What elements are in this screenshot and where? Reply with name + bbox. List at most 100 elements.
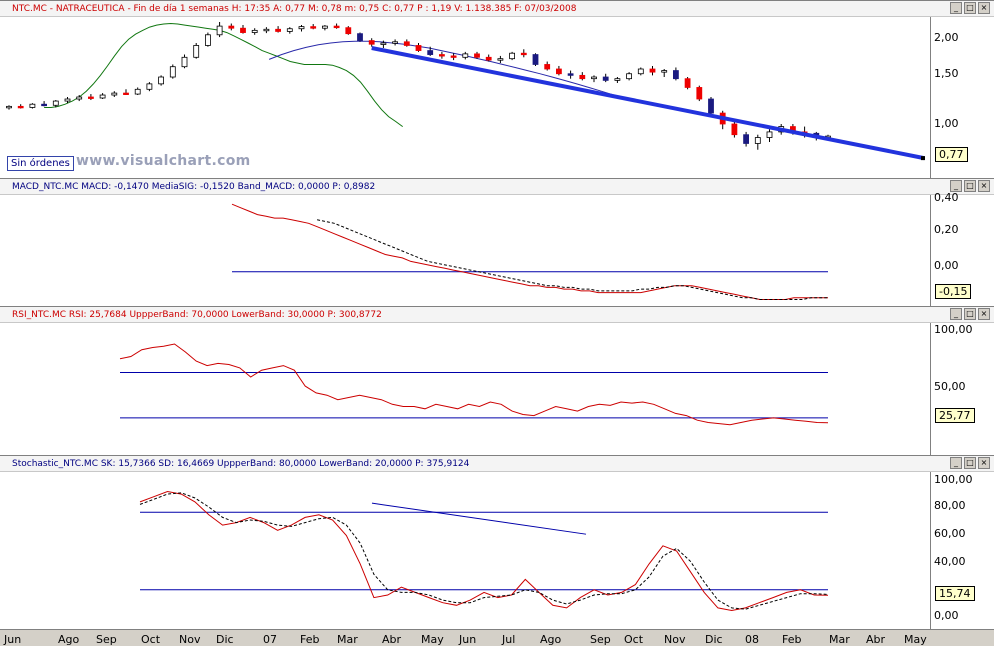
candle	[76, 96, 83, 100]
time-axis-label: Abr	[382, 633, 402, 646]
close-icon[interactable]: ×	[978, 457, 990, 469]
candle	[193, 45, 200, 58]
maximize-icon[interactable]: □	[964, 180, 976, 192]
time-axis-label: Sep	[590, 633, 611, 646]
maximize-icon[interactable]: □	[964, 308, 976, 320]
candle	[181, 56, 188, 68]
sin-ordenes-button[interactable]: Sin órdenes	[7, 156, 74, 171]
indicator-line	[119, 343, 829, 426]
candle	[380, 42, 387, 45]
candle	[673, 70, 679, 80]
candle	[684, 78, 691, 88]
stoch-tick-label: 60,00	[934, 527, 966, 540]
time-axis-label: May	[904, 633, 927, 646]
time-axis-label: Feb	[300, 633, 320, 646]
candle	[345, 27, 352, 35]
stoch-tick-label: 80,00	[934, 499, 966, 512]
rsi-tick-label: 100,00	[934, 323, 973, 336]
stoch-scale[interactable]	[930, 472, 994, 630]
macd-tick-label: 0,40	[934, 191, 959, 204]
minimize-icon[interactable]: _	[950, 2, 962, 14]
close-icon[interactable]: ×	[978, 180, 990, 192]
minimize-icon[interactable]: _	[950, 180, 962, 192]
price-panel-header[interactable]: NTC.MC - NATRACEUTICA - Fin de día 1 sem…	[0, 1, 994, 17]
macd-panel-title: MACD_NTC.MC MACD: -0,1470 MediaSIG: -0,1…	[12, 182, 376, 192]
time-axis-label: Jul	[502, 633, 516, 646]
candle	[29, 103, 36, 108]
stoch-last-value: 15,74	[935, 586, 975, 601]
time-axis-label: 07	[263, 633, 277, 646]
rsi-panel-header[interactable]: RSI_NTC.MC RSI: 25,7684 UppperBand: 70,0…	[0, 307, 994, 323]
candle	[708, 98, 714, 114]
time-axis-label: May	[421, 633, 444, 646]
time-axis-label: Ago	[540, 633, 562, 646]
candle	[544, 64, 551, 70]
drawn-line	[371, 502, 587, 535]
candle	[392, 41, 399, 44]
stoch-chart	[139, 490, 829, 612]
candle	[591, 76, 597, 80]
candle	[310, 26, 317, 29]
candle	[509, 52, 516, 60]
candle	[111, 92, 118, 96]
rsi-scale[interactable]	[930, 323, 994, 456]
close-icon[interactable]: ×	[978, 308, 990, 320]
maximize-icon[interactable]: □	[964, 457, 976, 469]
candle	[485, 56, 492, 61]
candle	[158, 76, 165, 85]
candle	[602, 76, 609, 81]
candle	[579, 74, 586, 80]
candle	[52, 100, 59, 106]
candle	[88, 96, 94, 99]
time-axis-label: Ago	[58, 633, 80, 646]
price-last-value: 0,77	[935, 147, 968, 162]
candle	[169, 66, 176, 78]
time-axis-label: Oct	[624, 633, 644, 646]
trendline	[371, 46, 925, 161]
minimize-icon[interactable]: _	[950, 308, 962, 320]
candle	[520, 52, 527, 56]
macd-tick-label: 0,20	[934, 223, 959, 236]
candle	[754, 137, 761, 144]
close-icon[interactable]: ×	[978, 2, 990, 14]
macd-tick-label: 0,00	[934, 259, 959, 272]
candle	[567, 73, 574, 76]
candle	[146, 83, 153, 90]
signal-line	[139, 492, 829, 610]
candle	[275, 28, 282, 32]
candle	[743, 134, 749, 144]
macd-panel-header[interactable]: MACD_NTC.MC MACD: -0,1470 MediaSIG: -0,1…	[0, 179, 994, 195]
candle	[216, 25, 223, 36]
stoch-panel-header[interactable]: Stochastic_NTC.MC SK: 15,7366 SD: 16,466…	[0, 456, 994, 472]
candle	[497, 58, 504, 61]
candle	[298, 26, 305, 30]
macd-panel: MACD_NTC.MC MACD: -0,1470 MediaSIG: -0,1…	[0, 178, 994, 307]
rsi-tick-label: 50,00	[934, 380, 966, 393]
time-axis-label: 08	[745, 633, 759, 646]
time-axis-label: Dic	[216, 633, 234, 646]
candle	[415, 45, 422, 51]
maximize-icon[interactable]: □	[964, 2, 976, 14]
time-axis[interactable]: Jun Ago Sep Oct Nov Dic 07 Feb Mar Abr May Jun Jul Ag…	[0, 629, 994, 646]
time-axis-label: Jun	[459, 633, 477, 646]
candle	[333, 25, 340, 29]
minimize-icon[interactable]: _	[950, 457, 962, 469]
time-axis-label: Sep	[96, 633, 117, 646]
candle	[766, 131, 773, 138]
candle	[649, 68, 656, 73]
candle	[17, 105, 24, 109]
indicator-line	[231, 203, 828, 300]
rsi-last-value: 25,77	[935, 408, 975, 423]
candle	[637, 68, 644, 75]
candle	[474, 53, 480, 58]
candle	[64, 98, 71, 102]
candle	[661, 70, 668, 73]
candle	[263, 28, 270, 32]
time-axis-label: Nov	[664, 633, 686, 646]
rsi-window-buttons: _ □ ×	[950, 308, 990, 320]
candle	[6, 105, 12, 109]
candle	[204, 34, 211, 46]
price-tick-label: 2,00	[934, 31, 959, 44]
candle	[41, 103, 47, 107]
time-axis-label: Dic	[705, 633, 723, 646]
